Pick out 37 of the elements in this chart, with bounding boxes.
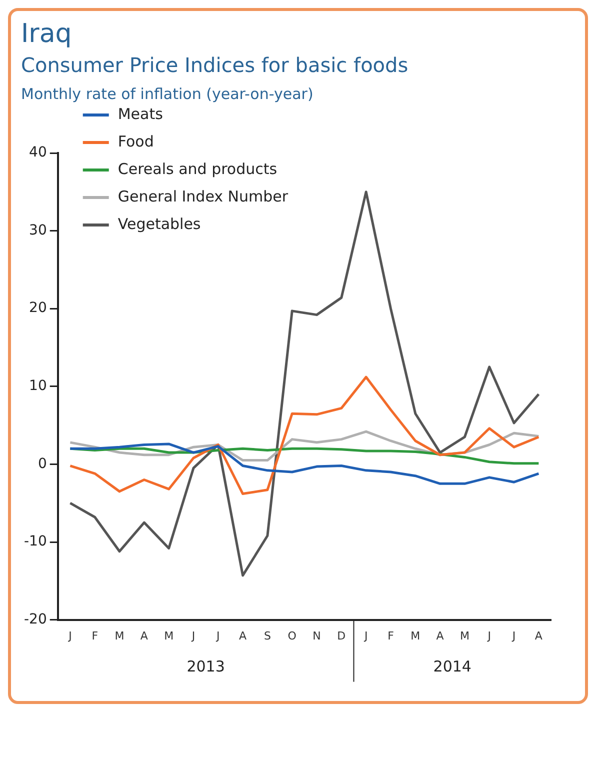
legend-label: Vegetables — [118, 214, 201, 233]
x-tick-label: A — [239, 629, 248, 642]
text: 2013 — [186, 658, 225, 676]
x-tick-label: F — [92, 629, 98, 642]
x-tick-label: J — [511, 629, 516, 642]
legend-label: Meats — [118, 104, 164, 123]
y-tick-label: 30 — [29, 222, 47, 238]
legend-label: General Index Number — [118, 187, 289, 206]
x-tick-label: J — [216, 629, 220, 642]
text: 2014 — [433, 658, 472, 676]
x-tick-label: F — [388, 629, 394, 642]
x-tick-label: S — [264, 629, 271, 642]
y-tick-label: 0 — [38, 456, 47, 472]
x-tick-label: M — [164, 629, 174, 642]
y-axis-title: Monthly rate of inflation (year-on-year) — [21, 85, 314, 103]
x-tick-label: J — [190, 629, 196, 642]
x-tick-label: M — [114, 629, 124, 642]
y-tick-label: 10 — [29, 378, 47, 394]
x-tick-label: D — [337, 629, 346, 642]
legend-label: Food — [118, 132, 154, 150]
x-tick-label: J — [68, 629, 72, 642]
x-tick-label: J — [363, 629, 368, 642]
y-tick-label: 40 — [29, 144, 47, 161]
x-tick-label: A — [140, 629, 148, 642]
y-tick-label: -10 — [24, 534, 47, 550]
chart-subtitle: Consumer Price Indices for basic foods — [21, 53, 410, 77]
y-tick-label: 20 — [29, 300, 47, 316]
x-tick-label: M — [460, 629, 470, 642]
x-tick-label: M — [410, 629, 420, 642]
y-tick-label: -20 — [24, 611, 47, 628]
x-tick-label: N — [312, 629, 321, 642]
x-tick-label: O — [288, 629, 297, 642]
x-tick-label: J — [486, 629, 491, 642]
legend-label: Cereals and products — [118, 160, 278, 178]
chart-title: Iraq — [21, 19, 73, 49]
x-tick-label: A — [534, 629, 543, 642]
x-tick-label: A — [436, 629, 444, 642]
